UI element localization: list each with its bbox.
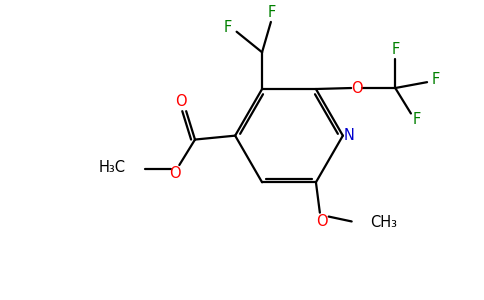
Text: F: F bbox=[224, 20, 232, 35]
Text: O: O bbox=[351, 80, 363, 95]
Text: O: O bbox=[316, 214, 328, 229]
Text: CH₃: CH₃ bbox=[370, 215, 397, 230]
Text: F: F bbox=[432, 72, 440, 87]
Text: F: F bbox=[413, 112, 421, 127]
Text: O: O bbox=[176, 94, 187, 109]
Text: H₃C: H₃C bbox=[98, 160, 125, 175]
Text: O: O bbox=[169, 166, 181, 181]
Text: F: F bbox=[268, 4, 276, 20]
Text: N: N bbox=[344, 128, 355, 143]
Text: F: F bbox=[391, 42, 399, 57]
